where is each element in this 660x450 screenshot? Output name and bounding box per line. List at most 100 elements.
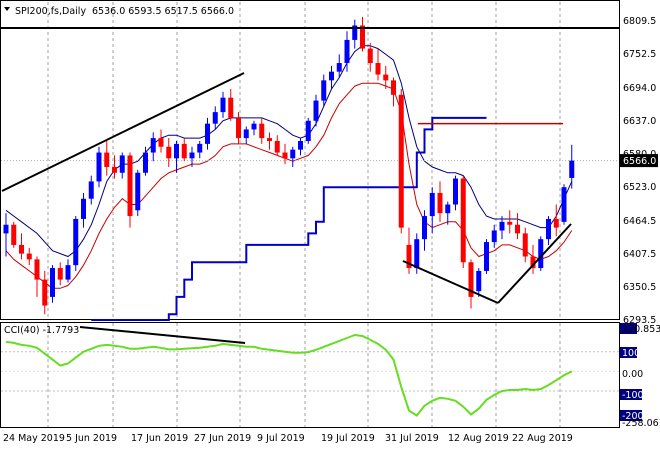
bearish-candle [507,210,513,234]
candle-body [546,218,551,240]
bearish-candle [19,233,24,260]
bearish-candle [166,138,172,167]
price-tick-label: 6809.5 [623,16,656,27]
bearish-candle [158,129,164,153]
bearish-candle [553,204,559,237]
x-tick-label: 19 Jul 2019 [321,433,375,444]
candle-body [437,192,443,214]
bullish-candle [499,216,505,240]
candle-body [57,268,63,280]
candle-body [143,152,148,173]
candle-body [274,140,280,153]
x-tick-label: 12 Aug 2019 [448,433,509,444]
candle-body [259,123,265,139]
bullish-candle [305,117,311,144]
candle-body [375,63,381,75]
bullish-candle [143,146,148,176]
annotation-lines [1,27,619,344]
bearish-candle [127,152,133,228]
x-tick-label: 9 Jul 2019 [257,433,305,444]
bullish-candle [88,175,94,205]
candle-body [34,259,40,280]
bearish-candle [522,227,528,263]
bullish-candle [81,192,86,228]
bullish-candle [243,126,249,144]
candle-body [569,160,575,178]
trend-step-line [91,116,487,321]
bearish-candle [398,89,404,234]
bearish-candle [104,140,110,176]
bearish-candle [42,270,48,315]
cci-tick-label: 0.00 [622,369,643,380]
rising-wedge-line [497,223,572,304]
cci-tick-marker [620,347,637,358]
candle-body [476,270,482,292]
rising-trendline [1,72,245,192]
cci-line-group [5,333,573,417]
candle-body [360,25,365,49]
candle-body [228,97,234,118]
candlesticks [3,16,575,315]
bullish-candle [484,239,489,274]
bullish-candle [65,259,71,283]
candle-body [321,80,327,101]
candle-body [561,187,567,222]
bullish-candle [205,117,210,150]
candle-body [305,120,311,141]
candle-body [538,239,544,269]
candle-body [414,239,420,269]
candle-body [220,97,226,113]
x-tick-label: 5 Jun 2019 [66,433,117,444]
bearish-candle [267,132,272,150]
bearish-candle [259,117,265,144]
bearish-candle [468,259,474,309]
cci-trendline [79,326,246,344]
price-tick-label: 6350.5 [623,282,656,293]
candle-body [344,39,350,64]
current-price-label: 6566.0 [623,156,656,167]
candle-body [189,152,195,159]
bullish-candle [135,169,141,217]
bullish-candle [476,268,482,297]
triangle-down-icon[interactable] [4,7,10,11]
candle-body [460,178,466,263]
cci-tick-label: 100 [622,348,640,359]
price-tick-label: 6694.0 [623,83,656,94]
bullish-candle [491,224,497,248]
candle-body [42,279,48,306]
lower-band-line [5,82,573,289]
bullish-candle [422,210,427,251]
price-tick-label: 6293.5 [623,315,656,326]
bullish-candle [538,236,544,271]
bearish-candle [34,256,40,297]
candle-body [445,204,451,214]
candle-body [336,63,342,72]
bullish-candle [290,146,296,167]
candle-body [166,146,172,159]
bullish-candle [298,138,303,156]
candle-body [290,149,296,159]
x-tick-label: 31 Jul 2019 [385,433,439,444]
candle-body [50,268,55,297]
candle-body [429,192,435,217]
x-tick-label: 24 May 2019 [3,433,65,444]
cci-tick-marker [620,410,642,421]
candle-body [491,230,497,243]
bullish-candle [569,144,575,189]
bearish-candle [112,155,117,179]
bullish-candle [561,184,567,225]
cci-tick-marker [620,389,642,400]
bullish-candle [352,19,358,49]
candle-body [468,262,474,297]
bearish-candle [274,135,280,156]
x-axis: 24 May 2019 5 Jun 2019 17 Jun 2019 27 Ju… [3,433,573,444]
candle-body [507,221,513,225]
cci-tick-label: -100 [622,390,644,401]
price-y-axis: 6809.5 6752.5 6694.0 6637.0 6580.0 6523.… [623,16,656,326]
bullish-candle [546,216,551,245]
price-tick-label: 6407.5 [623,249,656,260]
candle-body [96,152,102,182]
candle-body [298,140,303,150]
candle-body [112,166,117,173]
